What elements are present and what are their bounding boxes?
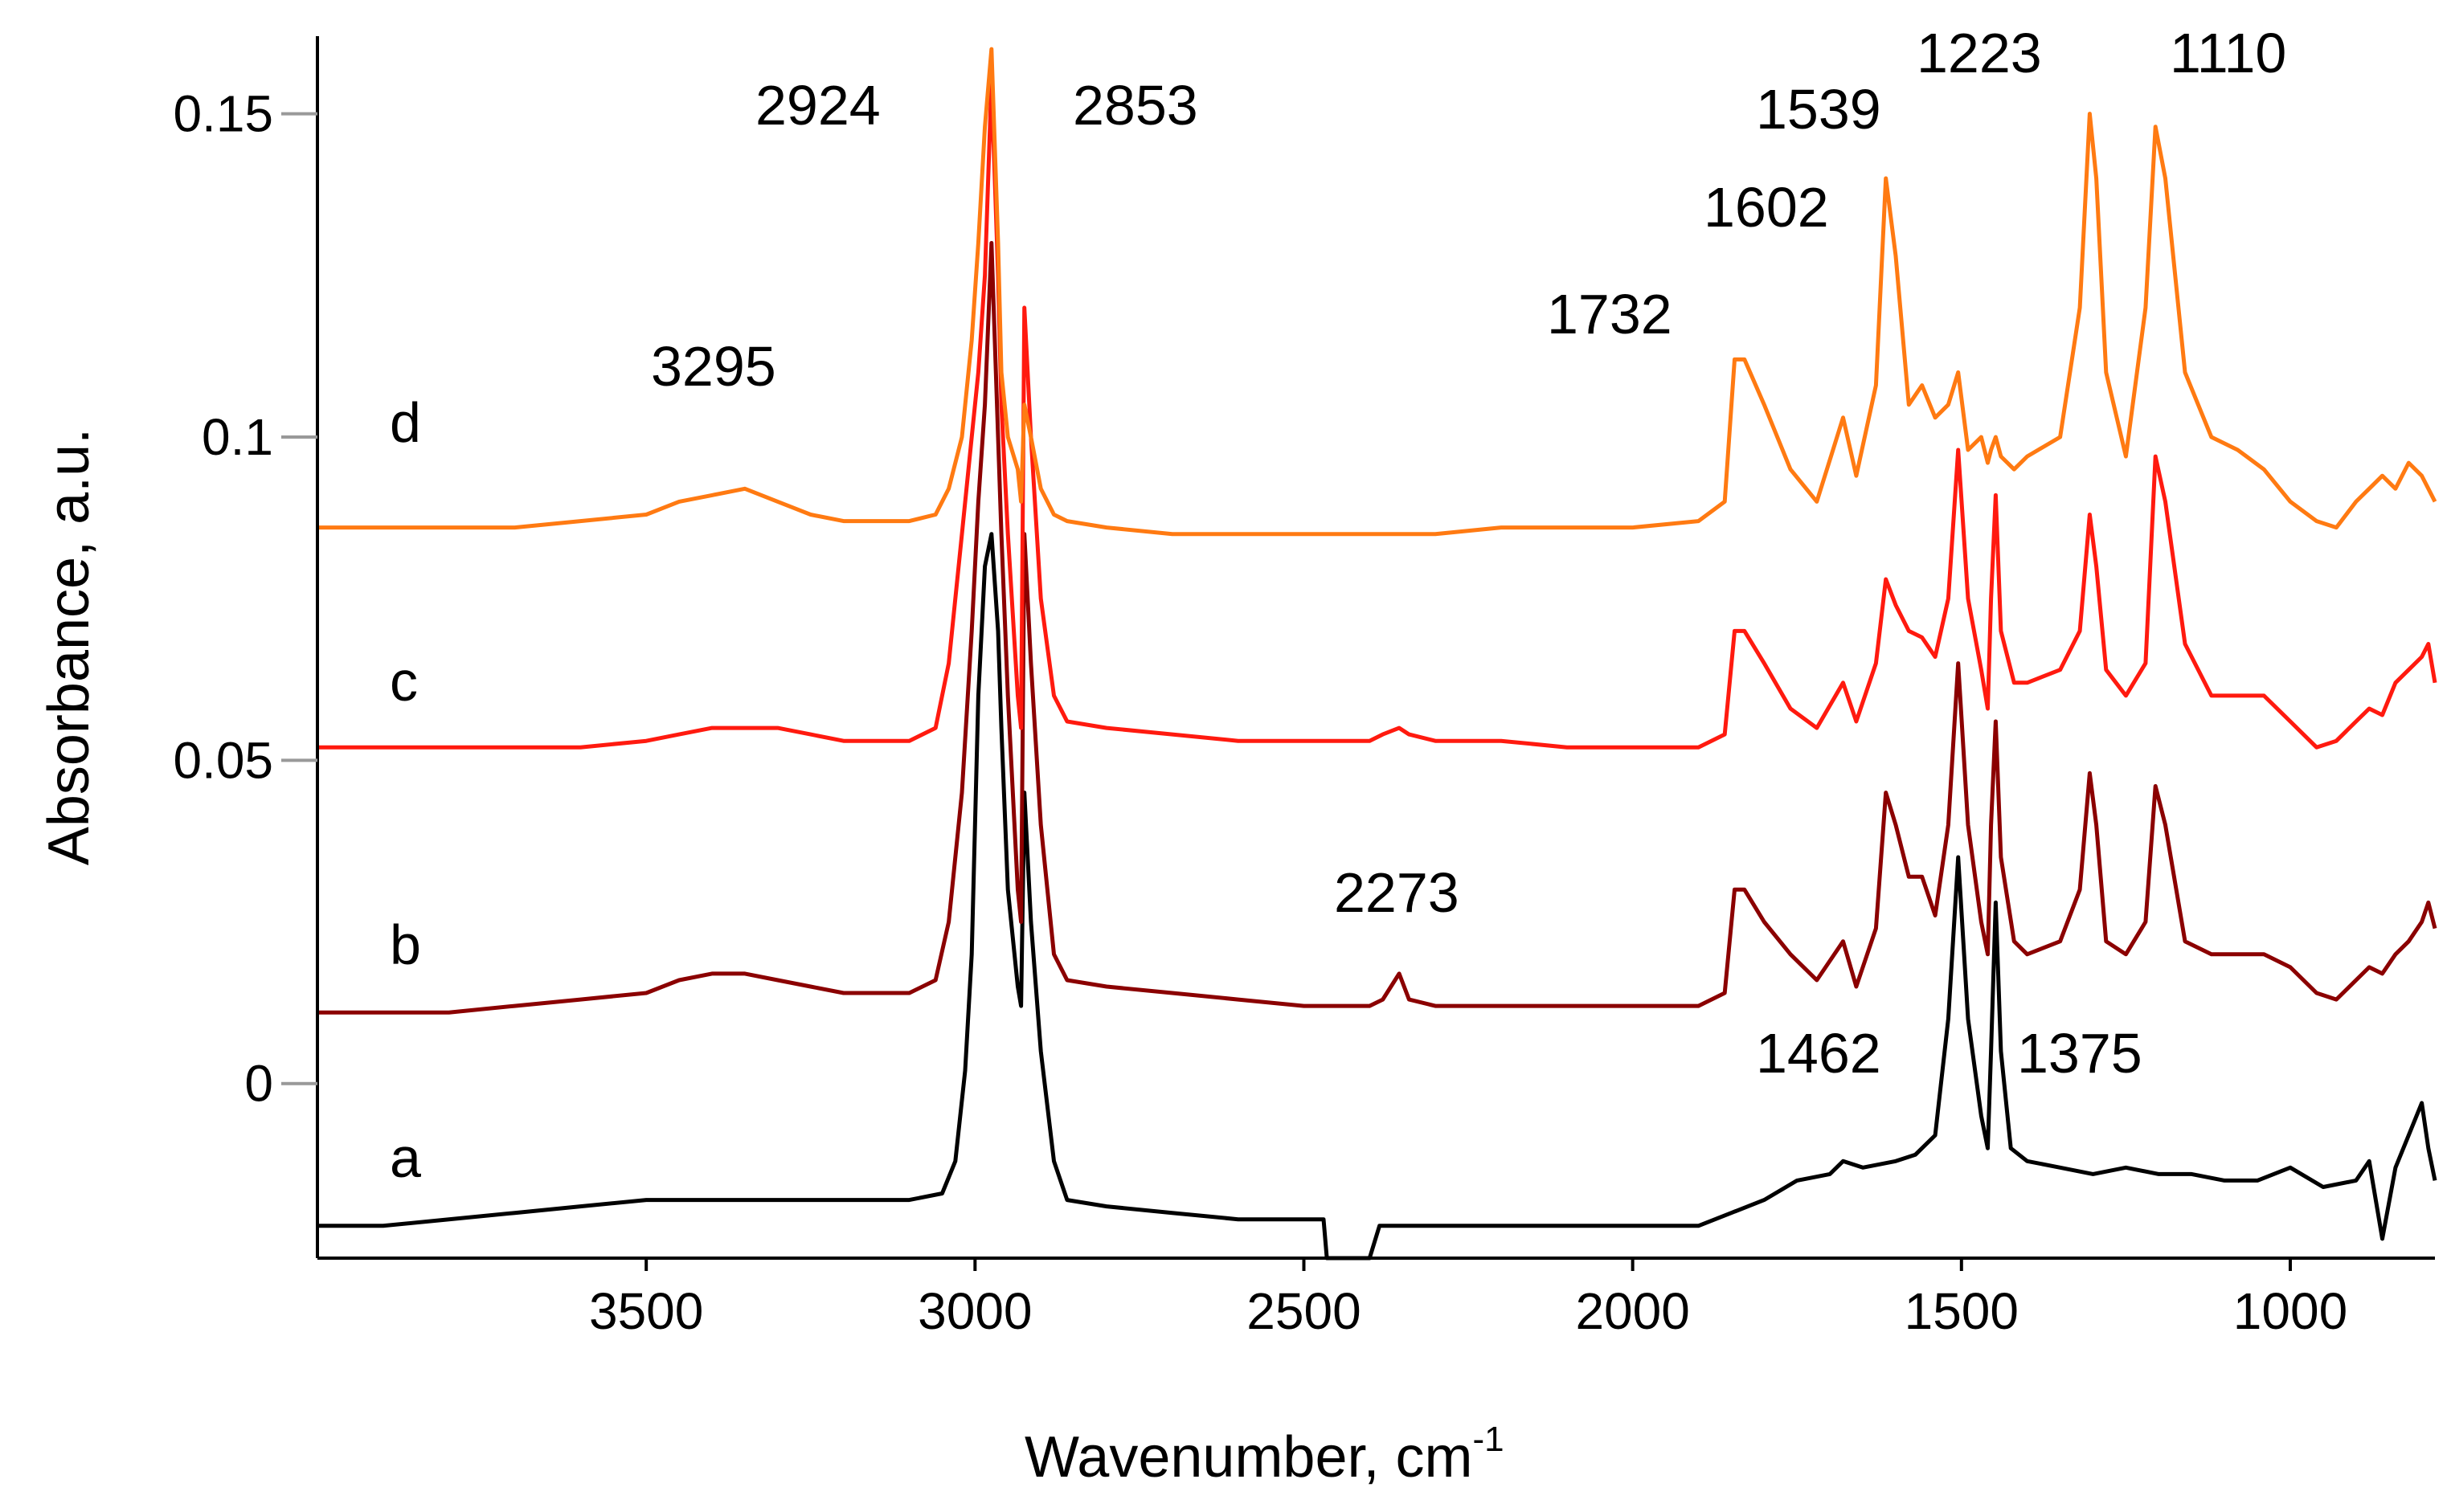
peak-annotations: 2924 2853 3295 2273 1732 1602 1539 1223 … xyxy=(651,22,2286,1085)
x-tick-label: 2000 xyxy=(1575,1282,1689,1340)
peak-label-3295: 3295 xyxy=(651,335,776,398)
peak-label-1223: 1223 xyxy=(1917,22,2042,84)
curve-label-b: b xyxy=(390,913,421,976)
y-tick-label: 0.1 xyxy=(202,408,273,466)
series-line-d xyxy=(317,47,2437,537)
peak-label-1539: 1539 xyxy=(1756,78,1881,141)
x-axis-title-main: Wavenumber, cm xyxy=(1025,1425,1473,1490)
peak-label-2853: 2853 xyxy=(1073,74,1198,137)
x-tick-label: 3000 xyxy=(918,1282,1032,1340)
peak-label-1602: 1602 xyxy=(1704,176,1829,239)
series-line-c xyxy=(317,79,2437,750)
y-tick-label: 0 xyxy=(244,1055,273,1113)
y-ticks: 0 0.05 0.1 0.15 xyxy=(173,85,317,1113)
x-tick-label: 1000 xyxy=(2233,1282,2347,1340)
curve-label-d: d xyxy=(390,391,421,454)
x-ticks: 3500 3000 2500 2000 1500 1000 xyxy=(589,1258,2347,1340)
series-line-a xyxy=(317,532,2437,1261)
x-tick-label: 3500 xyxy=(589,1282,703,1340)
peak-label-1462: 1462 xyxy=(1756,1022,1881,1085)
curve-labels: d c b a xyxy=(390,391,421,1189)
curve-label-a: a xyxy=(390,1126,421,1189)
y-tick-label: 0.15 xyxy=(173,85,273,143)
peak-label-1110: 1110 xyxy=(2170,22,2286,84)
series-line-b xyxy=(317,241,2437,1015)
x-axis-title: Wavenumber, cm-1 xyxy=(1025,1420,1504,1490)
x-axis-title-superscript: -1 xyxy=(1473,1420,1504,1459)
axes: 3500 3000 2500 2000 1500 1000 0 0.05 0.1 0.15 xyxy=(173,36,2435,1340)
peak-label-1375: 1375 xyxy=(2017,1022,2142,1085)
peak-label-1732: 1732 xyxy=(1547,283,1672,345)
curve-label-c: c xyxy=(390,650,418,713)
x-tick-label: 1500 xyxy=(1905,1282,2019,1340)
peak-label-2924: 2924 xyxy=(755,74,881,137)
x-tick-label: 2500 xyxy=(1246,1282,1361,1340)
y-tick-label: 0.05 xyxy=(173,731,273,789)
plot-area xyxy=(317,47,2437,1261)
y-axis-title: Absorbance, a.u. xyxy=(37,428,101,865)
peak-label-2273: 2273 xyxy=(1334,861,1459,924)
